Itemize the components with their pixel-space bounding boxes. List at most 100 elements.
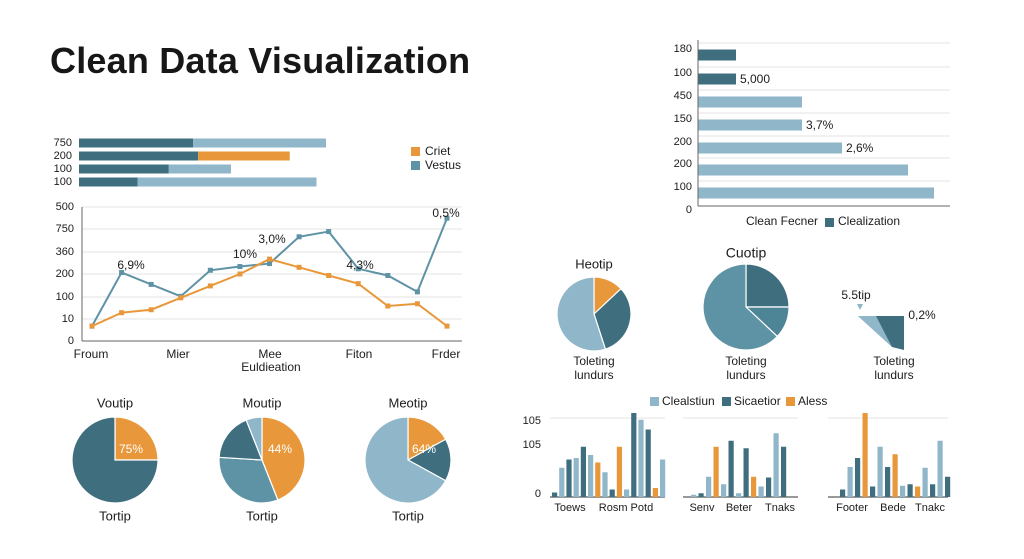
hbar-tick-label: 150 [674, 113, 692, 125]
grouped-bar [698, 493, 704, 497]
line-point [385, 272, 391, 278]
stacked-bar-segment [198, 151, 290, 161]
grouped-bar [758, 486, 764, 497]
grouped-bar [645, 429, 651, 497]
stacked-bar-tick-label: 100 [54, 163, 72, 175]
pie-caption: Tortip [246, 508, 278, 523]
hbar-data-label: 5,000 [740, 72, 770, 86]
grouped-bar [728, 440, 734, 497]
grouped-bar [573, 458, 579, 497]
stacked-bar-segment [168, 164, 231, 174]
grouped-bar [652, 488, 658, 497]
grouped-bar [660, 459, 666, 497]
hbar-tick-label: 200 [674, 136, 692, 148]
line-point [444, 215, 450, 221]
line-x-tick: Frder [432, 347, 461, 361]
grouped-bar [691, 494, 697, 497]
line-y-tick: 100 [56, 291, 74, 303]
pie-title: 5.5tip [841, 288, 871, 302]
grouped-bar [713, 446, 719, 497]
hbar-tick-label: 180 [674, 43, 692, 55]
pie-meotip-slice [364, 416, 447, 504]
grouped-bar [743, 448, 749, 497]
line-point [326, 272, 332, 278]
hbar-tick-label: 0 [686, 204, 692, 216]
grouped-x-tick: Rosm Potd [599, 502, 653, 514]
grouped-bar [922, 467, 928, 497]
grouped-bar [930, 484, 936, 497]
line-point [414, 301, 420, 307]
hbar-bar [698, 142, 842, 154]
line-annotation: 3,0% [258, 232, 286, 246]
grouped-bar [900, 485, 906, 497]
hbar-data-label: 3,7% [806, 118, 834, 132]
pie-heotip-slice [556, 276, 607, 352]
grouped-bar [766, 477, 772, 497]
pie-data-label: 64% [412, 442, 436, 456]
grouped-bar [580, 446, 586, 497]
line-point [355, 266, 361, 272]
line-y-tick: 750 [56, 223, 74, 235]
line-point [119, 270, 125, 276]
pie-cuotip-slice [745, 263, 790, 308]
line-point [207, 267, 213, 273]
hbar-bar [698, 187, 934, 199]
grouped-bar [877, 446, 883, 497]
grouped-bar [847, 467, 853, 497]
grouped-bar [721, 484, 727, 497]
grouped-x-tick: Beter [726, 502, 753, 514]
pie-title: Cuotip [726, 245, 767, 261]
legend-swatch [786, 397, 795, 406]
line-point [178, 295, 184, 301]
stacked-bar-segment [79, 177, 138, 187]
line-point [444, 323, 450, 329]
line-point [326, 229, 332, 235]
pie-data-label: 44% [268, 442, 292, 456]
grouped-y-tick: 105 [523, 415, 541, 427]
grouped-bar [945, 476, 951, 497]
grouped-bar [773, 433, 779, 497]
grouped-bar [937, 440, 943, 497]
legend-swatch [650, 397, 659, 406]
pie-heotip-slice [593, 287, 632, 350]
line-y-tick: 10 [62, 313, 74, 325]
stacked-bar-segment [79, 164, 169, 174]
legend-label: Criet [425, 144, 451, 158]
pie-title: Heotip [575, 256, 613, 271]
grouped-y-tick: 105 [523, 439, 541, 451]
grouped-bar [616, 446, 622, 497]
pie-voutip-slice [114, 416, 159, 461]
legend-label: Aless [798, 394, 827, 408]
line-annotation: 6,9% [117, 258, 145, 272]
line-point [119, 310, 125, 316]
grouped-bar [609, 489, 615, 497]
pie-moutip-slice [245, 416, 263, 461]
pie-title: Meotip [388, 395, 427, 410]
pie-data-label: 75% [119, 442, 143, 456]
grouped-bar [602, 472, 608, 497]
pie-caption: Toleting [725, 354, 766, 368]
page-title: Clean Data Visualization [50, 40, 471, 81]
pie-meotip-slice [407, 416, 447, 462]
hbar-tick-label: 200 [674, 158, 692, 170]
line-point [237, 271, 243, 277]
grouped-bar [566, 459, 572, 497]
hbar-bar [698, 119, 802, 131]
line-x-tick: Mier [166, 347, 189, 361]
stacked-bar-tick-label: 750 [54, 137, 72, 149]
legend-label: Vestus [425, 158, 461, 172]
grouped-bar [781, 446, 787, 497]
grouped-bar [559, 467, 565, 497]
stacked-bar-segment [79, 138, 193, 148]
stacked-bar-segment [137, 177, 317, 187]
pie-moutip-slice [218, 419, 263, 461]
hbar-data-label: 2,6% [846, 141, 874, 155]
line-point [355, 281, 361, 287]
grouped-bar [588, 455, 594, 497]
grouped-bar [855, 458, 861, 497]
pie-caption: Toleting [873, 354, 914, 368]
pie-moutip-slice [218, 456, 279, 504]
grouped-x-tick: Senv [689, 502, 715, 514]
grouped-bar [907, 484, 913, 497]
